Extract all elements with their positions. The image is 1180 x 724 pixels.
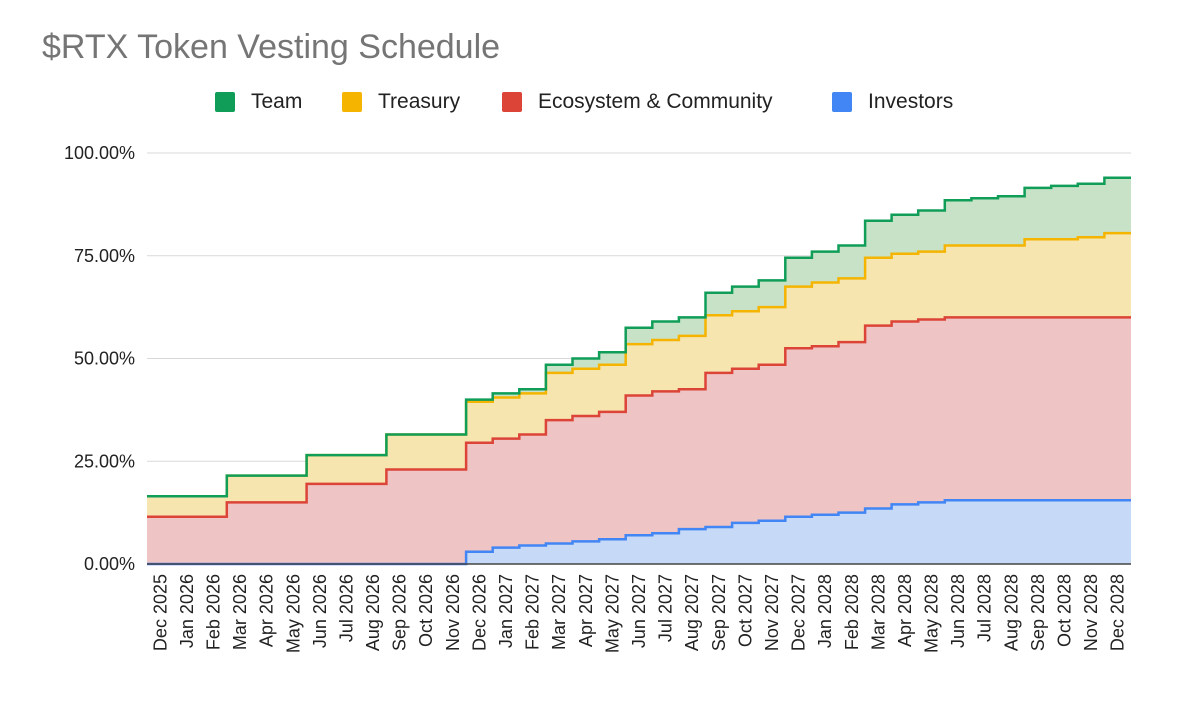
legend-label-treasury: Treasury [378, 90, 461, 113]
x-tick-label-20: Aug 2027 [682, 574, 702, 651]
x-tick-label-27: Mar 2028 [868, 574, 888, 650]
y-tick-label-1: 25.00% [74, 451, 135, 471]
chart-title: $RTX Token Vesting Schedule [42, 28, 501, 66]
x-tick-label-13: Jan 2027 [496, 574, 516, 648]
x-tick-label-21: Sep 2027 [709, 574, 729, 651]
legend-item-ecosystem-community[interactable]: Ecosystem & Community [502, 90, 773, 114]
y-tick-label-4: 100.00% [64, 143, 135, 163]
x-tick-label-23: Nov 2027 [762, 574, 782, 651]
x-tick-label-19: Jul 2027 [656, 574, 676, 642]
x-tick-label-0: Dec 2025 [150, 574, 170, 651]
x-tick-label-29: May 2028 [922, 574, 942, 653]
x-tick-label-25: Jan 2028 [815, 574, 835, 648]
x-tick-label-33: Sep 2028 [1028, 574, 1048, 651]
x-tick-label-1: Jan 2026 [177, 574, 197, 648]
x-tick-label-34: Oct 2028 [1055, 574, 1075, 647]
y-tick-label-2: 50.00% [74, 349, 135, 369]
x-tick-label-36: Dec 2028 [1108, 574, 1128, 651]
legend-label-ecosystem-community: Ecosystem & Community [538, 90, 773, 113]
y-tick-label-0: 0.00% [84, 554, 135, 574]
x-tick-label-32: Aug 2028 [1001, 574, 1021, 651]
x-tick-label-6: Jun 2026 [310, 574, 330, 648]
x-tick-label-26: Feb 2028 [842, 574, 862, 650]
legend-swatch-ecosystem-community [502, 92, 522, 112]
x-tick-label-16: Apr 2027 [576, 574, 596, 647]
x-tick-label-4: Apr 2026 [257, 574, 277, 647]
x-tick-label-10: Oct 2026 [416, 574, 436, 647]
x-tick-label-2: Feb 2026 [204, 574, 224, 650]
x-tick-label-14: Feb 2027 [523, 574, 543, 650]
x-tick-label-12: Dec 2026 [469, 574, 489, 651]
legend-swatch-team [215, 92, 235, 112]
x-tick-label-17: May 2027 [602, 574, 622, 653]
x-tick-label-35: Nov 2028 [1081, 574, 1101, 651]
area-treasury [147, 233, 1131, 517]
x-tick-label-3: Mar 2026 [230, 574, 250, 650]
y-tick-label-3: 75.00% [74, 246, 135, 266]
x-tick-label-8: Aug 2026 [363, 574, 383, 651]
x-tick-label-9: Sep 2026 [390, 574, 410, 651]
x-tick-label-24: Dec 2027 [789, 574, 809, 651]
x-tick-label-30: Jun 2028 [948, 574, 968, 648]
legend-item-team[interactable]: Team [215, 90, 302, 114]
x-tick-label-28: Apr 2028 [895, 574, 915, 647]
legend: Team Treasury Ecosystem & Community Inve… [0, 90, 1180, 120]
area-ecosystem-community [147, 317, 1131, 564]
x-tick-label-22: Oct 2027 [735, 574, 755, 647]
x-tick-label-31: Jul 2028 [975, 574, 995, 642]
x-tick-label-15: Mar 2027 [549, 574, 569, 650]
x-tick-label-11: Nov 2026 [443, 574, 463, 651]
legend-swatch-investors [832, 92, 852, 112]
legend-label-investors: Investors [868, 90, 954, 113]
line-team [147, 176, 1131, 498]
line-ecosystem-community [147, 316, 1131, 518]
legend-item-treasury[interactable]: Treasury [342, 90, 460, 114]
x-tick-label-7: Jul 2026 [337, 574, 357, 642]
legend-swatch-treasury [342, 92, 362, 112]
x-tick-label-18: Jun 2027 [629, 574, 649, 648]
legend-item-investors[interactable]: Investors [832, 90, 953, 114]
area-investors [147, 500, 1131, 564]
x-tick-label-5: May 2026 [283, 574, 303, 653]
legend-label-team: Team [251, 90, 303, 113]
